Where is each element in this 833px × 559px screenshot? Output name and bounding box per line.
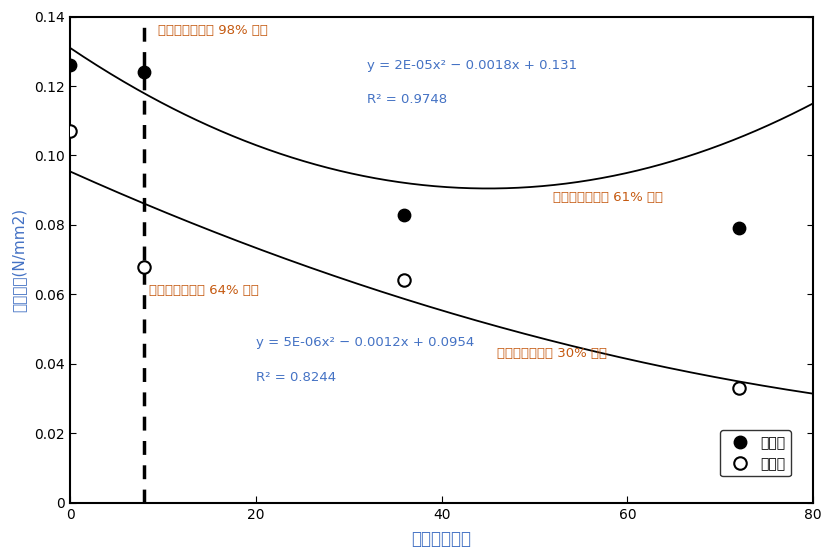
Text: 초기부착강도의 64% 수준: 초기부착강도의 64% 수준 bbox=[149, 285, 259, 297]
Point bbox=[397, 276, 411, 285]
X-axis label: 내습성싸이클: 내습성싸이클 bbox=[412, 530, 471, 548]
Point bbox=[137, 262, 151, 271]
Point bbox=[63, 127, 77, 136]
Text: 초기부착강도의 30% 수준: 초기부착강도의 30% 수준 bbox=[497, 347, 607, 360]
Point bbox=[732, 383, 746, 392]
Text: R² = 0.9748: R² = 0.9748 bbox=[367, 93, 447, 106]
Point bbox=[63, 61, 77, 70]
Text: R² = 0.8244: R² = 0.8244 bbox=[256, 371, 336, 384]
Legend: 석고계, 질석계: 석고계, 질석계 bbox=[721, 430, 791, 476]
Point bbox=[137, 68, 151, 77]
Y-axis label: 부착강도(N/mm2): 부착강도(N/mm2) bbox=[11, 207, 26, 312]
Point bbox=[397, 210, 411, 219]
Point bbox=[732, 224, 746, 233]
Text: y = 5E-06x² − 0.0012x + 0.0954: y = 5E-06x² − 0.0012x + 0.0954 bbox=[256, 337, 474, 349]
Text: 초기부착강도의 61% 수준: 초기부착강도의 61% 수준 bbox=[553, 191, 663, 203]
Text: y = 2E-05x² − 0.0018x + 0.131: y = 2E-05x² − 0.0018x + 0.131 bbox=[367, 59, 577, 72]
Text: 초기부착강도의 98% 수준: 초기부착강도의 98% 수준 bbox=[158, 24, 268, 37]
